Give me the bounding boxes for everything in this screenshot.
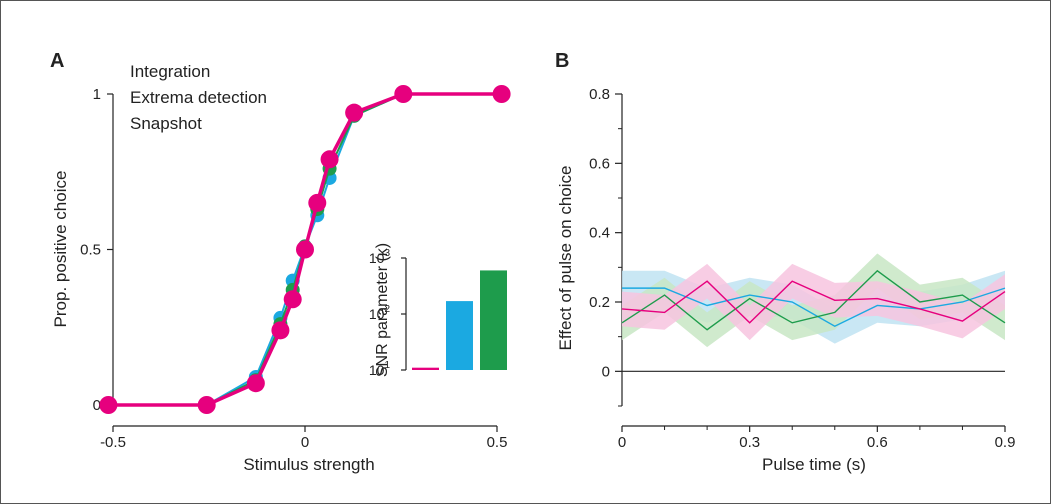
panel-a-data-point (296, 240, 314, 259)
panel-b-y-tick-label: 0.6 (589, 155, 610, 172)
panel-b-plot: 0 0.2 0.4 0.6 0.8 0 0.3 0.6 0.9 (589, 86, 1015, 451)
panel-b-x-tick-label: 0.3 (739, 434, 760, 451)
panel-a-data-point (99, 396, 118, 414)
legend-entry: Extrema detection (130, 88, 267, 107)
inset-y-tick-label: 101 (369, 360, 391, 378)
panel-b-series-line (621, 280, 1006, 324)
panel-b-y-tick-label: 0 (602, 363, 610, 380)
panel-a-ylabel: Prop. positive choice (51, 171, 70, 328)
panel-b-x-tick-label: 0 (618, 434, 626, 451)
panel-b-x-tick-label: 0.6 (867, 434, 888, 451)
panel-a-data-point (345, 103, 364, 122)
panel-a-y-tick-label: 1 (93, 86, 101, 103)
inset-bar (412, 367, 439, 370)
inset-y-tick-label: 103 (369, 248, 391, 266)
panel-label-b: B (555, 50, 569, 72)
panel-a-data-point (283, 290, 302, 309)
panel-b-ylabel: Effect of pulse on choice (556, 166, 575, 351)
panel-b-error-band (622, 263, 1005, 341)
panel-a-data-point (246, 374, 265, 393)
inset-y-tick-label: 102 (369, 304, 391, 322)
panel-a-plot: -0.5 0 0.5 0 0.5 1 Integration Extrema detectio… (80, 62, 511, 451)
panel-a-data-point (492, 85, 511, 103)
inset-ylabel: SNR parameter (κ) (374, 243, 391, 377)
legend-entry: Snapshot (130, 114, 202, 133)
panel-a-inset: 101 102 103 (369, 248, 507, 378)
panel-a-x-tick-label: -0.5 (100, 434, 126, 451)
panel-a-y-tick-label: 0 (93, 397, 101, 414)
inset-bar (446, 301, 473, 370)
panel-b-error-band (622, 253, 1005, 348)
panel-b-y-tick-label: 0.2 (589, 294, 610, 311)
legend-entry: Integration (130, 62, 210, 81)
panel-b-y-tick-label: 0.4 (589, 225, 610, 242)
panel-a-data-point (308, 193, 327, 212)
panel-label-a: A (50, 50, 64, 72)
panel-b-y-tick-label: 0.8 (589, 86, 610, 103)
panel-a-data-point (320, 150, 339, 169)
inset-bar (480, 270, 507, 370)
panel-a-y-tick-label: 0.5 (80, 242, 101, 259)
panel-a-xlabel: Stimulus strength (243, 455, 374, 474)
panel-a-x-tick-label: 0 (301, 434, 309, 451)
panel-a-data-point (394, 85, 413, 103)
panel-b-x-tick-label: 0.9 (995, 434, 1016, 451)
panel-a-data-point (271, 321, 290, 340)
panel-a-data-point (197, 396, 216, 414)
panel-b-series-line (621, 269, 1006, 331)
panel-a-x-tick-label: 0.5 (487, 434, 508, 451)
panel-b-xlabel: Pulse time (s) (762, 455, 866, 474)
